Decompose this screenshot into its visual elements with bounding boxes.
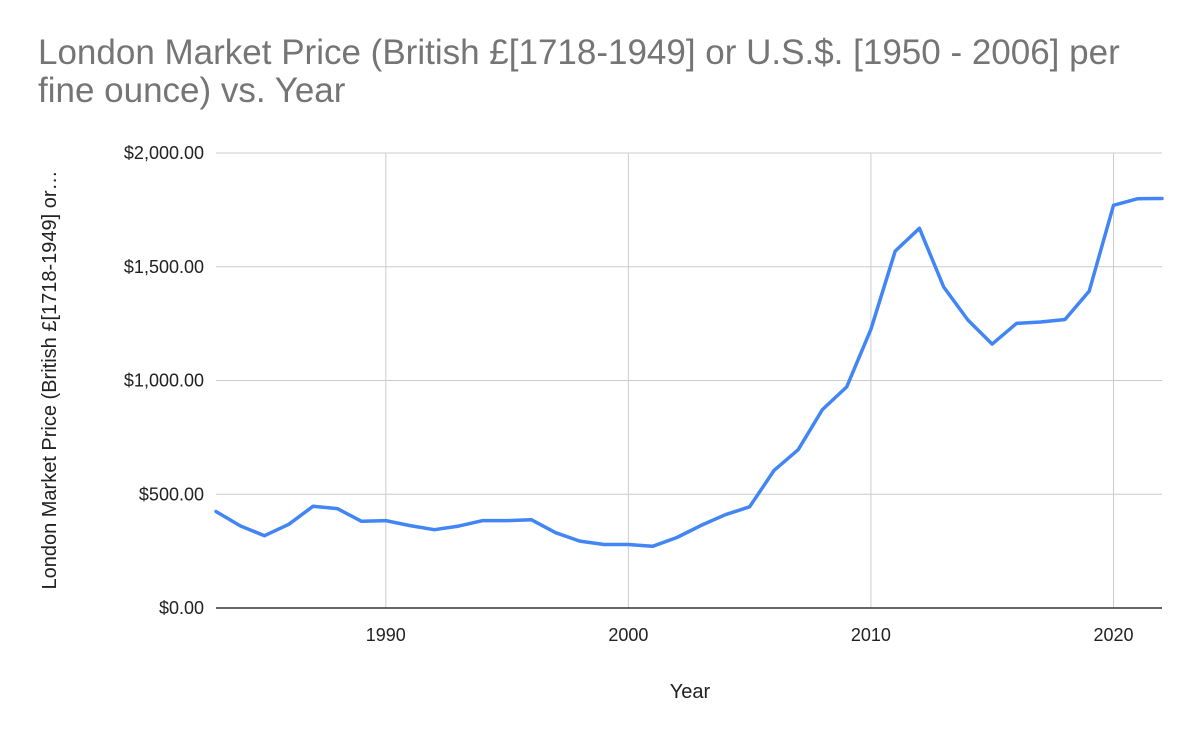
y-tick-label: $0.00 bbox=[159, 598, 204, 618]
y-tick-label: $1,500.00 bbox=[124, 257, 204, 277]
y-tick-label: $1,000.00 bbox=[124, 371, 204, 391]
chart-title: London Market Price (British £[1718-1949… bbox=[38, 33, 1120, 110]
y-axis-label: London Market Price (British £[1718-1949… bbox=[39, 170, 61, 589]
series-group bbox=[214, 196, 1164, 549]
x-axis-label: Year bbox=[670, 681, 711, 703]
x-axis-ticks: 1990 2000 2010 2020 bbox=[366, 625, 1134, 645]
x-tick-label: 2000 bbox=[608, 625, 648, 645]
y-tick-label: $500.00 bbox=[139, 484, 204, 504]
series-line bbox=[214, 196, 1164, 549]
gridlines bbox=[216, 152, 1162, 608]
y-axis-ticks: $0.00 $500.00 $1,000.00 $1,500.00 $2,000.00 bbox=[124, 143, 204, 618]
x-tick-label: 1990 bbox=[366, 625, 406, 645]
y-tick-label: $2,000.00 bbox=[124, 143, 204, 163]
x-tick-label: 2020 bbox=[1093, 625, 1133, 645]
x-tick-label: 2010 bbox=[851, 625, 891, 645]
